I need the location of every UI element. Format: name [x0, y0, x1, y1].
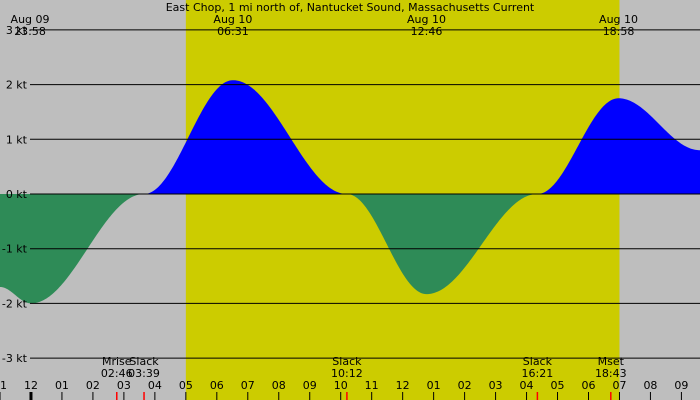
hour-axis: 11 12 01 02 03 04 05 06 07 08 09 10 11 12 01 02 03 04 05 06…	[0, 379, 688, 400]
hour-tick-label: 03	[117, 379, 131, 392]
y-gridlines	[30, 29, 700, 359]
hour-tick-label: 07	[612, 379, 626, 392]
peak-date-label: Aug 10	[407, 13, 446, 26]
event-time-label: 16:21	[522, 367, 554, 380]
event-time-label: 10:12	[331, 367, 363, 380]
ebb-area	[0, 194, 700, 304]
hour-tick-label: 05	[551, 379, 565, 392]
hour-tick-label: 05	[179, 379, 193, 392]
peak-date-label: Aug 09	[11, 13, 50, 26]
peak-time-label: 12:46	[411, 25, 443, 38]
peak-time-label: 18:58	[603, 25, 635, 38]
y-tick-label: 1 kt	[6, 133, 28, 146]
hour-tick-label: 06	[581, 379, 595, 392]
y-tick-labels: 3 kt 2 kt 1 kt 0 kt -1 kt -2 kt -3 kt	[2, 24, 28, 365]
hour-tick-label: 12	[396, 379, 410, 392]
peak-time-label: 06:31	[217, 25, 249, 38]
hour-tick-label: 10	[334, 379, 348, 392]
y-tick-label: 2 kt	[6, 79, 28, 92]
hour-tick-label: 09	[674, 379, 688, 392]
event-name-label: Mrise	[102, 355, 132, 368]
hour-tick-label: 08	[643, 379, 657, 392]
chart-title: East Chop, 1 mi north of, Nantucket Soun…	[166, 1, 535, 14]
hour-tick-label: 11	[0, 379, 7, 392]
y-tick-label: -1 kt	[2, 243, 28, 256]
hour-tick-label: 11	[365, 379, 379, 392]
event-name-label: Slack	[129, 355, 159, 368]
y-tick-label: -2 kt	[2, 297, 28, 310]
hour-tick-label: 02	[458, 379, 472, 392]
peak-date-label: Aug 10	[599, 13, 638, 26]
event-time-label: 03:39	[128, 367, 160, 380]
hour-tick-label: 08	[272, 379, 286, 392]
event-time-label: 02:46	[101, 367, 133, 380]
hour-tick-label: 04	[520, 379, 534, 392]
hour-tick-label: 01	[55, 379, 69, 392]
event-name-label: Slack	[332, 355, 362, 368]
flood-area	[0, 80, 700, 194]
hour-tick-label: 02	[86, 379, 100, 392]
event-name-label: Slack	[523, 355, 553, 368]
hour-tick-label: 01	[427, 379, 441, 392]
event-time-label: 18:43	[595, 367, 627, 380]
y-tick-label: 3 kt	[6, 24, 28, 37]
y-tick-label: -3 kt	[2, 352, 28, 365]
hour-tick-label: 09	[303, 379, 317, 392]
hour-tick-label: 12	[24, 379, 38, 392]
peak-date-label: Aug 10	[213, 13, 252, 26]
hour-tick-label: 03	[489, 379, 503, 392]
y-tick-label: 0 kt	[6, 188, 28, 201]
current-areas	[0, 80, 700, 304]
hour-tick-label: 07	[241, 379, 255, 392]
event-labels: Mrise02:46Slack03:39Slack10:12Slack16:21…	[101, 355, 627, 400]
hour-tick-label: 06	[210, 379, 224, 392]
hour-tick-label: 04	[148, 379, 162, 392]
event-name-label: Mset	[598, 355, 625, 368]
peak-time-label: 23:58	[14, 25, 46, 38]
